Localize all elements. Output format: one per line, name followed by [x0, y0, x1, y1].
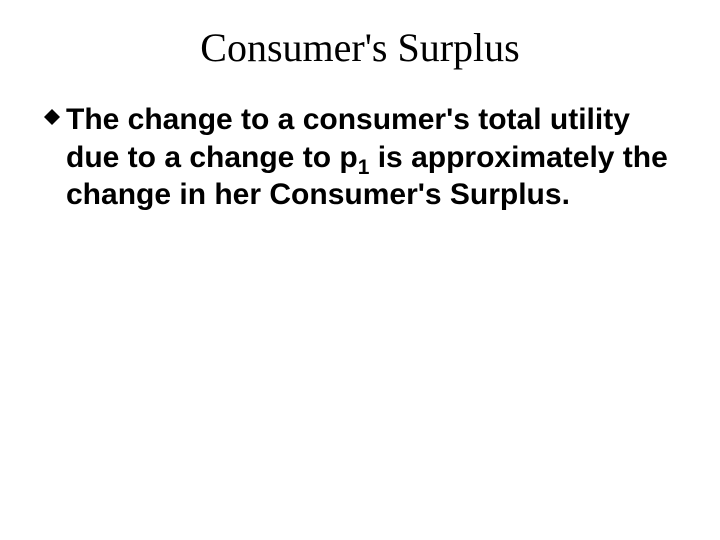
bullet-text: The change to a consumer's total utility… [66, 101, 676, 214]
slide-body: The change to a consumer's total utility… [0, 101, 720, 214]
diamond-bullet-icon [44, 109, 60, 125]
bullet-subscript: 1 [358, 156, 370, 179]
bullet-item: The change to a consumer's total utility… [44, 101, 676, 214]
slide: Consumer's Surplus The change to a consu… [0, 0, 720, 540]
slide-title: Consumer's Surplus [0, 0, 720, 101]
